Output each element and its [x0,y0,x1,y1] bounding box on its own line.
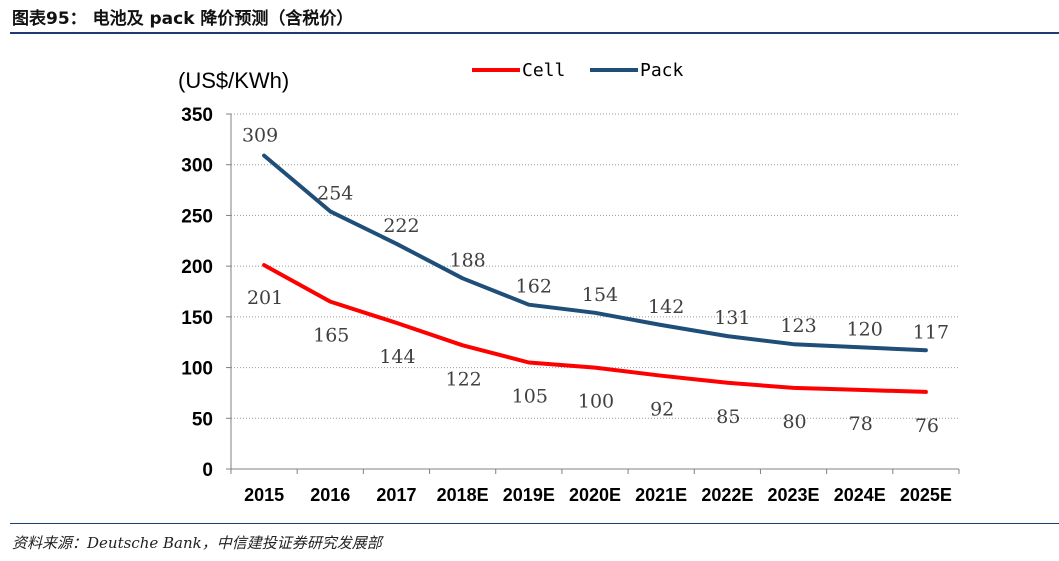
data-label-cell: 76 [915,415,939,437]
y-tick-label: 50 [192,409,213,430]
y-tick-label: 150 [181,308,213,329]
series-line-cell [262,263,928,394]
y-axis-unit-label: (US$/KWh) [178,68,289,93]
data-label-cell: 100 [578,391,614,413]
data-label-pack: 131 [714,307,750,329]
data-label-pack: 162 [516,276,552,298]
x-tick-label: 2015 [244,485,284,505]
data-label-pack: 120 [847,318,883,340]
data-label-cell: 92 [650,399,674,421]
bottom-rule [10,523,1059,524]
x-tick-label: 2016 [310,485,350,505]
data-label-pack: 188 [450,249,486,271]
data-label-cell: 105 [512,386,548,408]
x-tick-label: 2018E [437,485,489,505]
data-label-cell: 144 [379,346,415,368]
x-tick-label: 2020E [569,485,621,505]
data-label-cell: 85 [716,406,740,428]
series-line-pack [262,153,928,353]
data-label-pack: 142 [648,296,684,318]
y-tick-label: 0 [202,460,213,481]
x-tick-label: 2023E [768,485,820,505]
y-tick-label: 350 [181,105,213,126]
data-label-cell: 80 [782,411,806,433]
data-label-cell: 201 [247,287,283,309]
data-label-pack: 154 [582,284,618,306]
x-tick-label: 2019E [503,485,555,505]
x-tick-label: 2017 [376,485,416,505]
x-tick-label: 2022E [701,485,753,505]
data-label-cell: 122 [446,368,482,390]
top-rule [10,32,1059,34]
source-note: 资料来源：Deutsche Bank，中信建投证券研究发展部 [12,534,382,552]
x-tick-label: 2025E [900,485,952,505]
x-tick-label: 2021E [635,485,687,505]
y-tick-label: 300 [181,156,213,177]
y-tick-label: 200 [181,257,213,278]
figure-title: 图表95： 电池及 pack 降价预测（含税价） [12,9,354,29]
data-label-pack: 309 [242,125,278,147]
data-label-pack: 254 [317,182,353,204]
data-label-pack: 123 [780,315,816,337]
legend-label-pack: Pack [640,60,684,81]
y-tick-label: 100 [181,359,213,380]
x-tick-label: 2024E [834,485,886,505]
data-label-pack: 222 [383,215,419,237]
data-label-pack: 117 [913,321,949,343]
data-label-cell: 165 [313,325,349,347]
legend-label-cell: Cell [522,60,565,81]
y-tick-label: 250 [181,206,213,227]
data-label-cell: 78 [849,413,873,435]
